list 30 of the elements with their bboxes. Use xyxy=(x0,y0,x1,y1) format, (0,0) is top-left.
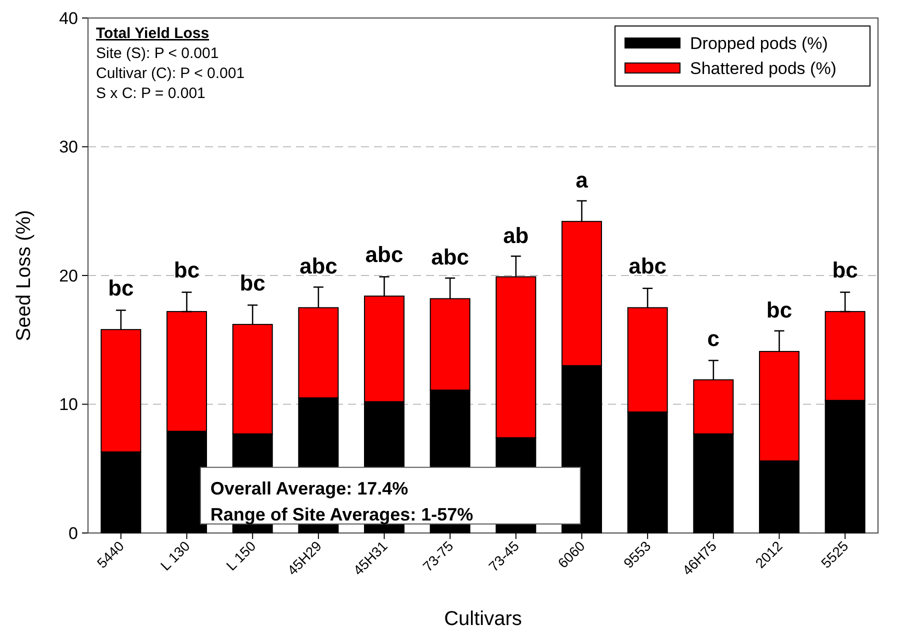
annotation: bc xyxy=(240,270,266,296)
annotation: bc xyxy=(766,297,792,322)
annotation: a xyxy=(576,167,589,192)
x-tick-label: L 150 xyxy=(222,538,259,574)
y-tick-label: 10 xyxy=(59,395,78,414)
annotation: abc xyxy=(299,254,338,279)
x-axis-title: Cultivars xyxy=(444,608,522,630)
annotation: Overall Average: 17.4% xyxy=(210,478,408,498)
annotation: bc xyxy=(174,258,200,283)
annotation: Range of Site Averages: 1-57% xyxy=(210,504,474,524)
annotation: Site (S): P < 0.001 xyxy=(96,45,219,62)
x-tick-label: L 130 xyxy=(157,538,194,574)
annotation: bc xyxy=(832,258,858,283)
annotation: ab xyxy=(503,222,529,248)
annotation: abc xyxy=(431,244,470,270)
annotation: Cultivar (C): P < 0.001 xyxy=(96,65,245,82)
annotation: c xyxy=(707,326,720,351)
annotation: bc xyxy=(108,276,134,301)
y-tick-label: 0 xyxy=(68,524,78,543)
text-box: Overall Average: 17.4% Range of Site Averages: 1-57% xyxy=(200,466,581,524)
y-axis-title: Seed Loss (%) xyxy=(13,210,35,342)
annotation: abc xyxy=(365,242,404,268)
y-tick-label: 40 xyxy=(59,8,78,28)
annotation: Total Yield Loss xyxy=(96,25,210,42)
annotation: abc xyxy=(628,254,667,279)
annotation: S x C: P = 0.001 xyxy=(96,85,206,102)
y-tick-label: 30 xyxy=(59,138,78,157)
legend-label: Dropped pods (%) xyxy=(690,34,828,53)
legend-label: Shattered pods (%) xyxy=(690,58,836,78)
y-tick-label: 20 xyxy=(59,266,78,286)
